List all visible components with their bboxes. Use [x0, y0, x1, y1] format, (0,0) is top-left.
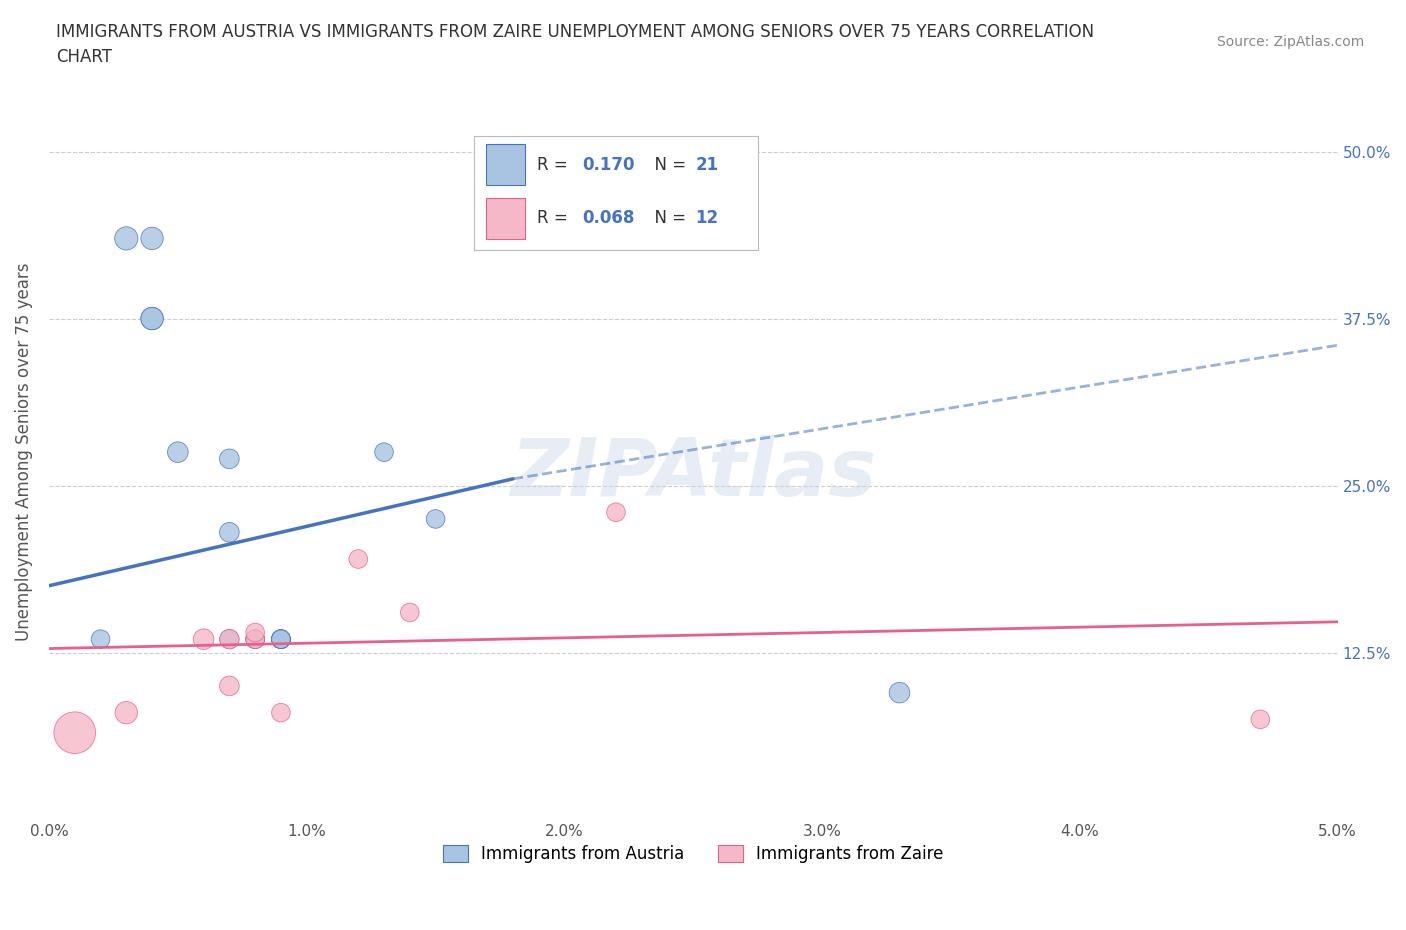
Point: [889, 685, 911, 700]
Point: [270, 631, 292, 646]
Point: [141, 312, 163, 326]
Point: [398, 605, 420, 620]
Point: [243, 631, 266, 646]
Point: [218, 631, 240, 646]
Legend: Immigrants from Austria, Immigrants from Zaire: Immigrants from Austria, Immigrants from…: [436, 839, 950, 870]
Point: [243, 625, 266, 640]
Text: ZIPAtlas: ZIPAtlas: [510, 435, 876, 513]
Text: IMMIGRANTS FROM AUSTRIA VS IMMIGRANTS FROM ZAIRE UNEMPLOYMENT AMONG SENIORS OVER: IMMIGRANTS FROM AUSTRIA VS IMMIGRANTS FR…: [56, 23, 1094, 41]
Point: [115, 231, 138, 246]
Point: [141, 312, 163, 326]
Point: [218, 525, 240, 539]
Point: [218, 631, 240, 646]
Point: [115, 705, 138, 720]
Y-axis label: Unemployment Among Seniors over 75 years: Unemployment Among Seniors over 75 years: [15, 263, 32, 642]
Point: [193, 631, 215, 646]
Point: [166, 445, 188, 459]
Point: [270, 631, 292, 646]
Point: [270, 705, 292, 720]
Text: CHART: CHART: [56, 48, 112, 66]
Point: [218, 631, 240, 646]
Point: [270, 631, 292, 646]
Point: [218, 679, 240, 694]
Point: [141, 231, 163, 246]
Point: [270, 631, 292, 646]
Point: [605, 505, 627, 520]
Point: [243, 631, 266, 646]
Point: [63, 725, 86, 740]
Point: [1249, 711, 1271, 726]
Point: [502, 224, 524, 239]
Point: [243, 631, 266, 646]
Text: Source: ZipAtlas.com: Source: ZipAtlas.com: [1216, 35, 1364, 49]
Point: [347, 551, 370, 566]
Point: [89, 631, 111, 646]
Point: [373, 445, 395, 459]
Point: [270, 631, 292, 646]
Point: [218, 451, 240, 466]
Point: [425, 512, 447, 526]
